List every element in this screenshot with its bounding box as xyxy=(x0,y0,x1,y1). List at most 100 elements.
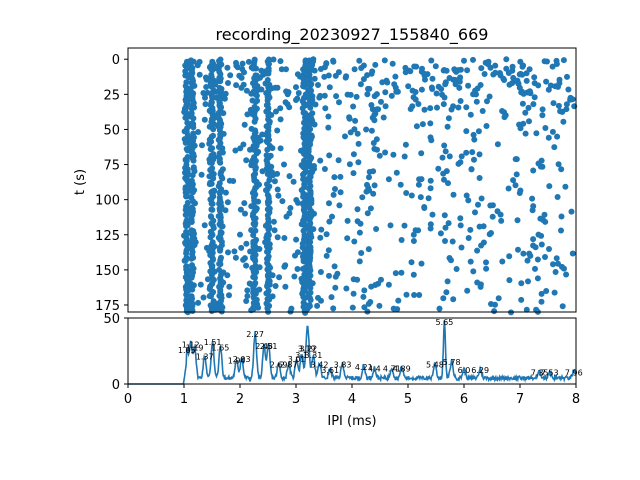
scatter-point xyxy=(368,70,375,77)
scatter-point xyxy=(183,193,190,200)
scatter-point xyxy=(219,175,226,182)
peak-label: 3.31 xyxy=(304,351,322,360)
scatter-point xyxy=(408,192,415,199)
scatter-point xyxy=(522,109,529,116)
scatter-point xyxy=(190,157,197,164)
scatter-point xyxy=(365,85,371,92)
scatter-point xyxy=(311,67,318,74)
scatter-point xyxy=(432,63,439,70)
scatter-point xyxy=(560,57,567,64)
scatter-point xyxy=(382,149,389,156)
scatter-point xyxy=(515,246,521,253)
scatter-point xyxy=(322,105,329,112)
peak-label: 5.65 xyxy=(435,318,453,327)
scatter-point xyxy=(271,178,278,185)
scatter-point xyxy=(196,71,203,78)
scatter-point xyxy=(300,171,306,178)
scatter-point xyxy=(452,81,459,88)
scatter-point xyxy=(330,191,337,198)
scatter-point xyxy=(474,247,481,254)
scatter-point xyxy=(314,302,321,309)
scatter-point xyxy=(483,259,489,266)
scatter-point xyxy=(311,121,318,128)
scatter-point xyxy=(464,67,471,74)
scatter-point xyxy=(559,303,566,310)
scatter-point xyxy=(441,176,447,183)
scatter-point xyxy=(225,249,231,256)
peak-label: 3.61 xyxy=(321,366,339,375)
scatter-point xyxy=(241,200,248,207)
scatter-point xyxy=(317,157,324,164)
histogram-panel: 1.051.121.191.37 1.511.65 1.942.03 2.27 2.43… xyxy=(103,312,582,429)
scatter-point xyxy=(343,285,350,292)
scatter-point xyxy=(232,147,239,154)
scatter-point xyxy=(503,56,510,63)
scatter-point xyxy=(332,284,339,291)
scatter-point xyxy=(458,153,465,160)
scatter-point xyxy=(398,269,405,276)
scatter-point xyxy=(182,114,189,121)
scatter-point xyxy=(484,98,490,105)
y-tick-label: 0 xyxy=(112,53,120,68)
scatter-point xyxy=(269,272,276,279)
scatter-point xyxy=(330,305,337,312)
scatter-point xyxy=(562,183,569,190)
scatter-point xyxy=(325,113,332,120)
scatter-point xyxy=(367,205,374,212)
scatter-point xyxy=(550,100,557,107)
scatter-point xyxy=(250,232,257,239)
peak-labels: 1.051.121.191.37 1.511.65 1.942.03 2.27 2.43… xyxy=(178,318,583,377)
scatter-point xyxy=(472,209,478,216)
scatter-point xyxy=(207,234,214,241)
peak-label: 1.12 xyxy=(182,341,200,350)
scatter-point xyxy=(374,146,380,153)
scatter-point xyxy=(263,187,269,194)
scatter-point xyxy=(534,275,541,282)
scatter-point xyxy=(195,299,202,306)
scatter-point xyxy=(369,106,376,113)
scatter-point xyxy=(401,222,408,229)
scatter-point xyxy=(467,111,474,118)
scatter-point xyxy=(492,301,498,308)
scatter-point xyxy=(385,176,392,183)
scatter-point xyxy=(448,106,455,113)
scatter-point xyxy=(551,289,558,296)
scatter-point xyxy=(443,289,450,296)
scatter-point xyxy=(539,112,546,119)
x-tick-label: 3 xyxy=(292,392,300,407)
scatter-point xyxy=(465,235,472,241)
scatter-point xyxy=(366,187,373,194)
scatter-point xyxy=(401,153,408,160)
scatter-point xyxy=(318,226,325,233)
scatter-point xyxy=(302,110,309,117)
scatter-point xyxy=(337,189,344,196)
scatter-point xyxy=(470,56,476,63)
scatter-point xyxy=(425,195,432,202)
x-tick-label: 6 xyxy=(460,392,468,407)
scatter-point xyxy=(541,211,548,218)
scatter-point xyxy=(416,292,423,298)
scatter-point xyxy=(565,86,572,93)
peak-label: 3.1 xyxy=(295,351,308,360)
scatter-point xyxy=(308,200,315,207)
scatter-point xyxy=(514,217,521,224)
scatter-point xyxy=(182,211,189,218)
scatter-point xyxy=(531,74,538,81)
scatter-point xyxy=(332,186,338,192)
scatter-point xyxy=(441,212,448,219)
y-tick-label: 50 xyxy=(103,312,120,327)
scatter-point xyxy=(558,227,564,234)
scatter-point xyxy=(412,96,419,103)
scatter-point xyxy=(211,121,218,128)
scatter-point xyxy=(265,61,272,67)
scatter-point xyxy=(568,208,575,215)
scatter-point xyxy=(331,174,338,181)
scatter-point xyxy=(209,67,216,74)
scatter-point xyxy=(243,240,250,247)
histogram-panel-frame xyxy=(127,317,577,385)
scatter-point xyxy=(435,165,442,172)
scatter-point xyxy=(358,65,365,71)
scatter-point xyxy=(281,263,288,270)
y-tick-label: 125 xyxy=(95,229,120,244)
scatter-point xyxy=(477,283,484,290)
